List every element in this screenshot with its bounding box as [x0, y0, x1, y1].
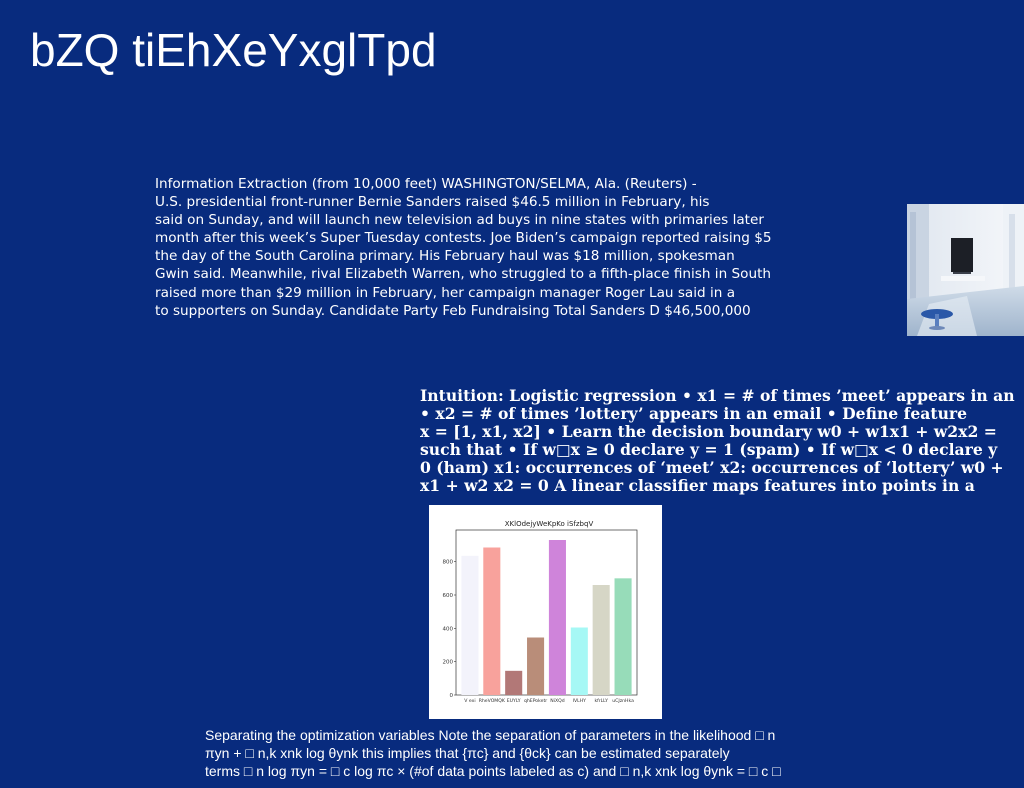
bar-chart: XKlOdejyWeKpKo iSfzbqV 0 200 400 600 800 V ex… — [429, 505, 662, 719]
text-line: • x2 = # of times ’lottery’ appears in a… — [420, 404, 968, 424]
x-tick-label: RheVOMQK — [479, 698, 506, 704]
optimization-text: Separating the optimization variables No… — [205, 726, 781, 780]
text-line: Separating the optimization variables No… — [205, 727, 776, 743]
slide-title: bZQ tiEhXeYxglTpd — [30, 24, 437, 76]
chart-bar — [592, 585, 610, 695]
y-tick-label: 0 — [450, 693, 454, 699]
x-tick-label: EUYLY — [507, 698, 521, 704]
text-line: the day of the South Carolina primary. H… — [155, 248, 735, 265]
text-line: terms □ n log πyn = □ c log πc × (#of da… — [205, 763, 781, 779]
x-tick-label: uCJznHka — [612, 698, 634, 704]
x-tick-label: V exi — [464, 698, 475, 704]
text-line: such that • If w□x ≥ 0 declare y = 1 (sp… — [420, 440, 998, 460]
text-line: x = [1, x1, x2] • Learn the decision bou… — [420, 422, 997, 442]
chart-bar — [461, 555, 479, 695]
chart-bar — [570, 627, 588, 695]
chart-bar — [527, 637, 545, 695]
y-tick-label: 200 — [443, 660, 454, 666]
text-line: month after this week’s Super Tuesday co… — [155, 230, 772, 247]
text-line: 0 (ham) x1: occurrences of ‘meet’ x2: oc… — [420, 458, 1004, 478]
chart-bar — [505, 670, 523, 695]
text-line: said on Sunday, and will launch new tele… — [155, 212, 764, 229]
y-tick-label: 400 — [443, 626, 454, 632]
chart-bar — [614, 578, 632, 695]
y-tick-label: 600 — [443, 593, 454, 599]
logistic-regression-text: Intuition: Logistic regression • x1 = # … — [420, 386, 1015, 496]
y-tick-label: 800 — [443, 560, 454, 566]
text-line: Gwin said. Meanwhile, rival Elizabeth Wa… — [155, 266, 772, 283]
x-tick-label: kfrLLY — [594, 698, 608, 704]
text-line: Information Extraction (from 10,000 feet… — [155, 176, 697, 192]
chart-title: XKlOdejyWeKpKo iSfzbqV — [505, 520, 594, 528]
x-tick-label: IVLHY — [573, 698, 587, 704]
plot-frame — [455, 529, 638, 696]
text-line: to supporters on Sunday. Candidate Party… — [155, 302, 751, 319]
text-line: πyn + □ n,k xnk log θynk this implies th… — [205, 745, 730, 761]
bar-chart-svg: XKlOdejyWeKpKo iSfzbqV 0 200 400 600 800 V ex… — [443, 520, 638, 704]
text-line: U.S. presidential front-runner Bernie Sa… — [155, 194, 710, 211]
room-photo — [907, 204, 1024, 336]
chart-bar — [548, 540, 566, 695]
chart-bar — [483, 547, 501, 695]
x-tick-label: qhEPoketr — [524, 698, 547, 704]
text-line: raised more than $29 million in February… — [155, 284, 736, 301]
news-paragraph: Information Extraction (from 10,000 feet… — [155, 175, 772, 320]
x-tick-label: NiXQd — [550, 698, 564, 704]
text-line: Intuition: Logistic regression • x1 = # … — [420, 386, 1015, 405]
text-line: x1 + w2 x2 = 0 A linear classifier maps … — [420, 476, 975, 496]
